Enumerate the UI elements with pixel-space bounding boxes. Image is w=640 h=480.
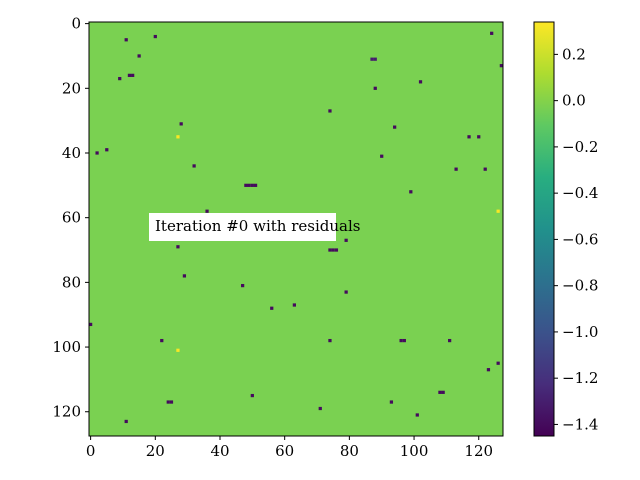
x-tick-label: 0 bbox=[86, 442, 96, 460]
heatmap-cell bbox=[331, 248, 335, 252]
annotation-text: Iteration #0 with residuals bbox=[155, 217, 360, 235]
annotation: Iteration #0 with residuals bbox=[149, 213, 360, 241]
heatmap-cell bbox=[409, 190, 413, 194]
x-tick-label: 80 bbox=[340, 442, 359, 460]
heatmap-cell bbox=[490, 31, 494, 35]
heatmap-cell bbox=[328, 338, 332, 343]
heatmap-cell bbox=[250, 393, 254, 398]
x-axis-ticks: 0 20 40 60 80 100 120 bbox=[86, 436, 493, 460]
y-tick-label: 100 bbox=[52, 338, 81, 356]
heatmap-cell bbox=[454, 167, 458, 171]
y-tick-label: 60 bbox=[62, 209, 81, 227]
heatmap-cell bbox=[448, 338, 452, 343]
colorbar-tick-label: −1.0 bbox=[562, 323, 598, 341]
heatmap-plot: 0 20 40 60 80 100 120 0 20 40 60 80 100 120 Iteratio… bbox=[52, 15, 504, 460]
heatmap-cell bbox=[176, 135, 180, 139]
heatmap-cell bbox=[105, 148, 109, 152]
x-tick-label: 100 bbox=[400, 442, 429, 460]
heatmap-cell bbox=[192, 164, 196, 168]
heatmap-cell bbox=[486, 368, 491, 372]
colorbar-ticks: 0.2 0.0 −0.2 −0.4 −0.6 −0.8 −1.0 −1.2 −1.4 bbox=[554, 45, 598, 433]
heatmap-cell bbox=[344, 290, 348, 294]
heatmap-cell bbox=[318, 406, 322, 411]
heatmap-cell bbox=[418, 80, 423, 84]
y-tick-label: 120 bbox=[52, 403, 81, 421]
y-axis-ticks: 0 20 40 60 80 100 120 bbox=[52, 15, 89, 421]
colorbar-tick-label: −1.4 bbox=[562, 415, 598, 433]
heatmap-cell bbox=[334, 248, 339, 252]
heatmap-cell bbox=[483, 167, 487, 171]
heatmap-cell bbox=[467, 135, 471, 139]
heatmap-cell bbox=[441, 390, 445, 394]
heatmap-cell bbox=[124, 38, 128, 42]
colorbar-tick-label: −0.2 bbox=[562, 138, 598, 156]
colorbar-tick-label: −0.4 bbox=[562, 184, 598, 202]
heatmap-cell bbox=[124, 419, 128, 424]
heatmap-cell bbox=[244, 183, 248, 187]
heatmap-cell bbox=[160, 338, 164, 343]
colorbar-tick-label: 0.0 bbox=[562, 92, 586, 110]
heatmap-cell bbox=[415, 413, 419, 417]
heatmap-cell bbox=[176, 245, 180, 249]
heatmap-cell bbox=[127, 73, 132, 77]
heatmap-cell bbox=[137, 54, 141, 58]
heatmap-cell bbox=[499, 64, 503, 68]
heatmap-cell bbox=[373, 57, 377, 61]
y-tick-label: 80 bbox=[62, 273, 81, 291]
colorbar: 0.2 0.0 −0.2 −0.4 −0.6 −0.8 −1.0 −1.2 −1.4 bbox=[533, 21, 598, 437]
heatmap-cell bbox=[344, 238, 348, 242]
heatmap-cell bbox=[477, 135, 481, 139]
heatmap-cell bbox=[399, 338, 403, 343]
heatmap-cell bbox=[153, 34, 157, 39]
heatmap-cell bbox=[292, 303, 296, 307]
heatmap-cell bbox=[118, 76, 122, 81]
y-tick-label: 0 bbox=[71, 15, 81, 33]
heatmap-cell bbox=[438, 390, 442, 394]
x-tick-label: 120 bbox=[464, 442, 493, 460]
heatmap-cells bbox=[89, 31, 503, 424]
y-tick-label: 20 bbox=[62, 79, 81, 97]
heatmap-cell bbox=[176, 348, 180, 352]
heatmap-cell bbox=[328, 109, 332, 113]
heatmap-cell bbox=[328, 248, 332, 252]
x-tick-label: 60 bbox=[275, 442, 294, 460]
heatmap-cell bbox=[253, 183, 258, 187]
heatmap-cell bbox=[380, 154, 384, 158]
x-tick-label: 20 bbox=[146, 442, 165, 460]
heatmap-cell bbox=[402, 338, 406, 343]
colorbar-gradient bbox=[533, 21, 555, 437]
colorbar-tick-label: −1.2 bbox=[562, 369, 598, 387]
heatmap-cell bbox=[182, 274, 187, 278]
heatmap-cell bbox=[205, 209, 209, 213]
heatmap-cell bbox=[247, 183, 251, 187]
heatmap-frame bbox=[88, 21, 504, 437]
heatmap-cell bbox=[131, 73, 135, 77]
y-tick-label: 40 bbox=[62, 144, 81, 162]
heatmap-cell bbox=[250, 183, 254, 187]
x-tick-label: 40 bbox=[210, 442, 229, 460]
heatmap-cell bbox=[95, 151, 99, 155]
colorbar-tick-label: −0.6 bbox=[562, 230, 598, 248]
heatmap-cell bbox=[89, 322, 93, 327]
heatmap-cell bbox=[496, 361, 500, 365]
heatmap-cell bbox=[169, 400, 174, 404]
heatmap-cell bbox=[496, 209, 500, 213]
colorbar-tick-label: 0.2 bbox=[562, 45, 586, 63]
heatmap-cell bbox=[370, 57, 374, 61]
heatmap-cell bbox=[166, 400, 170, 404]
heatmap-cell bbox=[179, 122, 183, 126]
heatmap-cell bbox=[241, 283, 245, 288]
heatmap-cell bbox=[393, 125, 397, 129]
colorbar-tick-label: −0.8 bbox=[562, 277, 598, 295]
heatmap-cell bbox=[389, 400, 394, 404]
heatmap-cell bbox=[270, 306, 274, 310]
annotation-box bbox=[149, 213, 336, 241]
heatmap-cell bbox=[373, 86, 377, 90]
